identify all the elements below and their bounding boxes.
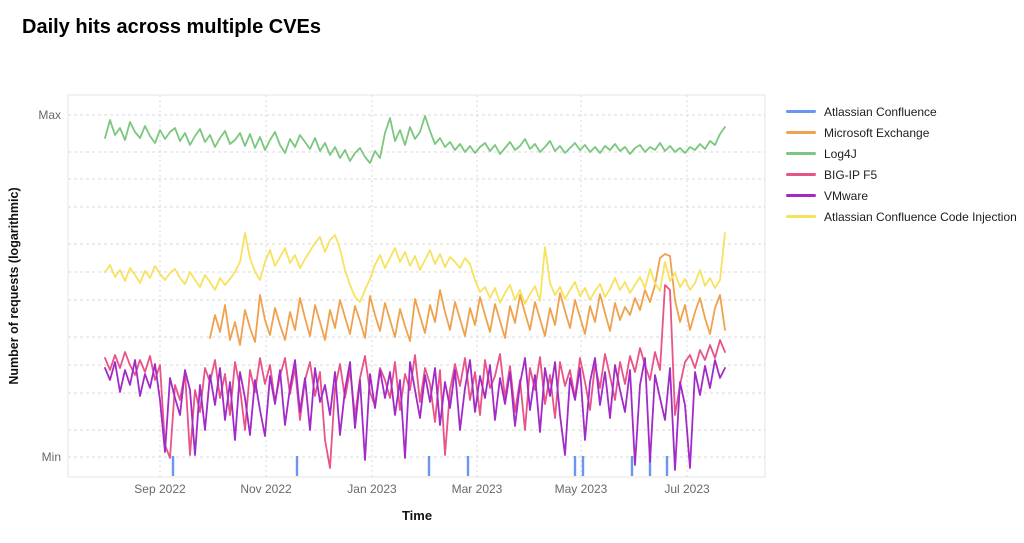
x-tick-label: Jan 2023 bbox=[347, 482, 397, 496]
series-line-microsoft-exchange bbox=[209, 253, 726, 346]
legend-swatch-atlassian-confluence bbox=[786, 110, 816, 113]
legend-label-big-ip-f5: BIG-IP F5 bbox=[824, 167, 878, 182]
chart-title: Daily hits across multiple CVEs bbox=[22, 16, 321, 38]
legend-label-atlassian-confluence-code-injection: Atlassian Confluence Code Injection bbox=[824, 209, 1017, 224]
plot-area bbox=[67, 94, 766, 478]
x-tick-label: Nov 2022 bbox=[240, 482, 292, 496]
legend-item-atlassian-confluence-code-injection[interactable]: Atlassian Confluence Code Injection bbox=[786, 206, 1017, 227]
legend-label-log4j: Log4J bbox=[824, 146, 857, 161]
legend-swatch-atlassian-confluence-code-injection bbox=[786, 215, 816, 218]
series-line-vmware bbox=[104, 357, 726, 471]
legend-item-big-ip-f5[interactable]: BIG-IP F5 bbox=[786, 164, 1017, 185]
x-tick-label: Jul 2023 bbox=[664, 482, 710, 496]
y-tick-label-max: Max bbox=[38, 108, 61, 122]
legend-item-log4j[interactable]: Log4J bbox=[786, 143, 1017, 164]
legend-label-vmware: VMware bbox=[824, 188, 869, 203]
series-line-big-ip-f5 bbox=[104, 284, 726, 469]
legend-item-microsoft-exchange[interactable]: Microsoft Exchange bbox=[786, 122, 1017, 143]
legend: Atlassian Confluence Microsoft Exchange Lo… bbox=[786, 101, 1017, 227]
legend-swatch-log4j bbox=[786, 152, 816, 155]
x-axis-title: Time bbox=[401, 508, 433, 523]
legend-label-microsoft-exchange: Microsoft Exchange bbox=[824, 125, 930, 140]
legend-swatch-big-ip-f5 bbox=[786, 173, 816, 176]
series-line-log4j bbox=[104, 115, 726, 164]
x-tick-label: Mar 2023 bbox=[452, 482, 503, 496]
legend-label-atlassian-confluence: Atlassian Confluence bbox=[824, 104, 937, 119]
legend-swatch-microsoft-exchange bbox=[786, 131, 816, 134]
legend-item-vmware[interactable]: VMware bbox=[786, 185, 1017, 206]
legend-swatch-vmware bbox=[786, 194, 816, 197]
legend-item-atlassian-confluence[interactable]: Atlassian Confluence bbox=[786, 101, 1017, 122]
x-tick-label: Sep 2022 bbox=[134, 482, 186, 496]
series-line-atlassian-confluence-code-injection bbox=[104, 232, 726, 305]
y-tick-label-min: Min bbox=[42, 450, 61, 464]
x-tick-label: May 2023 bbox=[555, 482, 608, 496]
